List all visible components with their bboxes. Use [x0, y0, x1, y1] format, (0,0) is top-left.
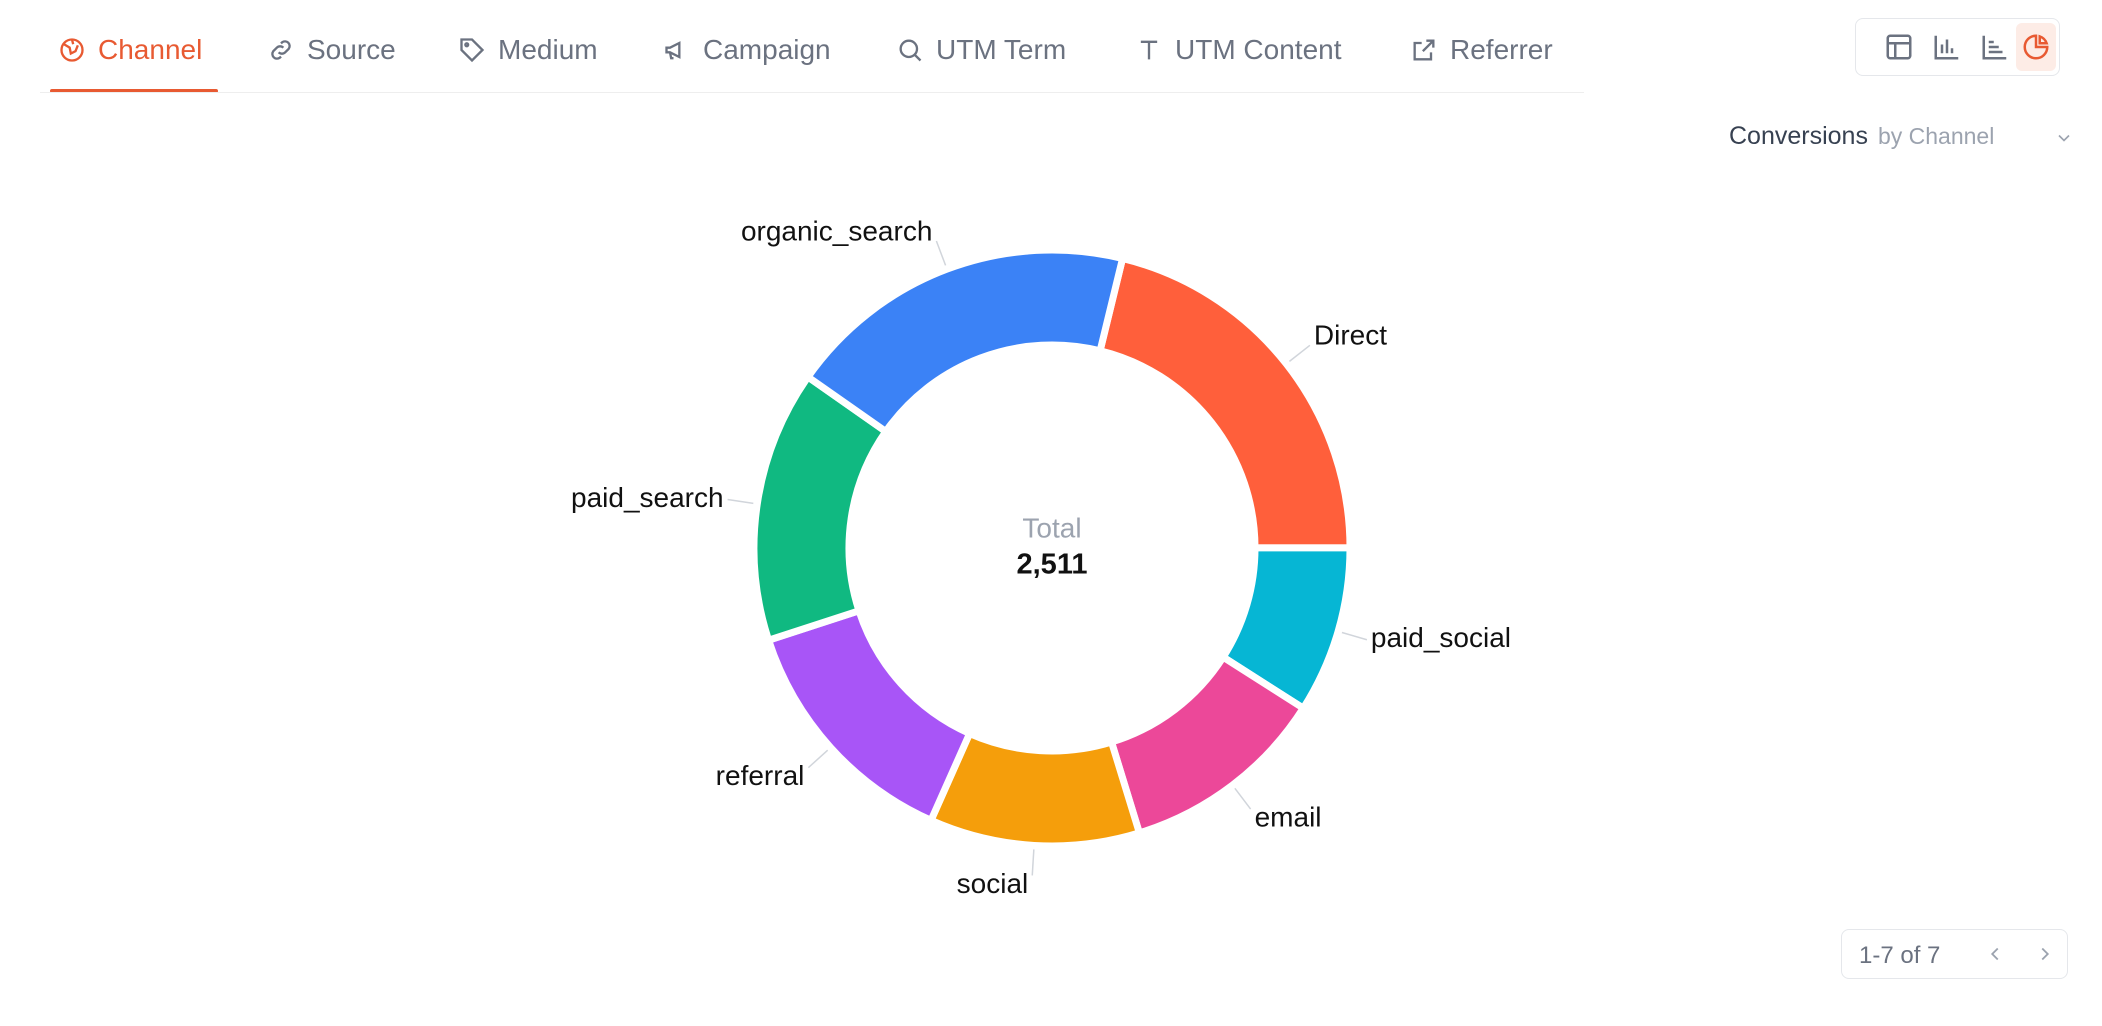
view-switcher — [1855, 18, 2060, 76]
grouping-label: by Channel — [1877, 123, 1995, 149]
tab-label: Referrer — [1450, 34, 1553, 65]
leader-line — [1234, 787, 1252, 810]
tab[interactable]: Medium — [458, 34, 598, 66]
tab-icon — [1413, 39, 1435, 61]
pie-view-button[interactable] — [2021, 32, 2051, 62]
tab-icon — [60, 38, 84, 62]
pagination: 1-7 of 7 — [1841, 929, 2068, 979]
tab[interactable]: UTM Content — [1135, 34, 1342, 66]
leader-line — [1031, 849, 1035, 876]
donut-slice — [803, 246, 1127, 437]
leader-line — [1288, 344, 1311, 362]
center-label: Total — [1022, 512, 1081, 543]
chart-header[interactable]: Conversions by Channel — [1729, 122, 2070, 151]
bar-view-button[interactable] — [1932, 32, 1962, 62]
next-page[interactable] — [2034, 943, 2056, 965]
leader-line — [727, 498, 754, 505]
tab-label: Source — [307, 34, 396, 65]
tab-icon — [271, 40, 291, 60]
center-value: 2,511 — [1017, 549, 1088, 581]
table-view-button[interactable] — [1884, 32, 1914, 62]
prev-page[interactable] — [1984, 943, 2006, 965]
tab-icon — [899, 39, 922, 62]
tab-icon — [1140, 40, 1158, 60]
pagination-text: 1-7 of 7 — [1859, 942, 1941, 969]
leader-line — [935, 240, 947, 266]
hbar-view-button[interactable] — [1980, 32, 2010, 62]
tab-icon — [460, 38, 485, 63]
metric-label: Conversions — [1729, 122, 1868, 150]
tab-label: UTM Term — [936, 34, 1067, 65]
tab[interactable]: Referrer — [1410, 34, 1553, 66]
slice-label: paid_search — [571, 482, 724, 513]
slice-label: social — [957, 868, 1029, 899]
tab-icon — [665, 41, 681, 60]
tab[interactable]: Source — [267, 34, 396, 66]
leader-line — [1341, 631, 1368, 641]
slice-label: referral — [716, 760, 805, 791]
leader-line — [807, 749, 829, 769]
dropdown-chevron — [2058, 134, 2070, 142]
tab[interactable]: UTM Term — [896, 34, 1066, 66]
tab-label: Channel — [98, 34, 203, 65]
tab[interactable]: Campaign — [663, 34, 831, 66]
slice-label: Direct — [1314, 320, 1387, 351]
slice-label: organic_search — [741, 215, 932, 246]
donut-slice — [1095, 254, 1354, 552]
tab-separator — [40, 92, 1584, 93]
tab-label: Medium — [498, 34, 598, 65]
slice-label: email — [1255, 801, 1322, 832]
slice-label: paid_social — [1371, 622, 1511, 653]
tab[interactable]: Channel — [58, 34, 202, 66]
tab-label: UTM Content — [1175, 34, 1342, 65]
tab-label: Campaign — [703, 34, 831, 65]
active-tab-underline — [50, 89, 218, 93]
